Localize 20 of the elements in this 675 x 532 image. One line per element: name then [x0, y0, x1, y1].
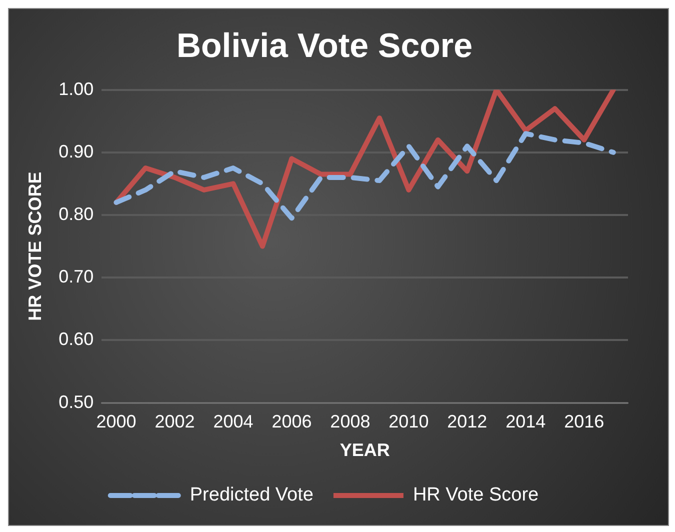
chart-title: Bolivia Vote Score [176, 26, 473, 65]
x-tick-label: 2008 [330, 412, 370, 432]
x-tick-label: 2004 [213, 412, 254, 432]
x-tick-label: 2006 [272, 412, 312, 432]
y-tick-label: 0.80 [58, 204, 94, 224]
x-tick-label: 2016 [564, 412, 604, 432]
x-tick-label: 2012 [447, 412, 488, 432]
x-tick-label: 2000 [96, 412, 136, 432]
x-tick-label: 2010 [388, 412, 429, 432]
legend-label: Predicted Vote [190, 484, 314, 506]
y-tick-label: 0.60 [58, 329, 94, 350]
y-tick-label: 1.00 [58, 78, 94, 99]
legend-label: HR Vote Score [412, 484, 539, 506]
x-axis-title: YEAR [340, 440, 390, 460]
y-tick-label: 0.50 [58, 392, 94, 412]
x-tick-label: 2002 [154, 412, 195, 432]
x-tick-label: 2014 [506, 412, 546, 432]
y-axis-title: HR VOTE SCORE [24, 172, 45, 321]
y-tick-label: 0.70 [58, 266, 94, 287]
y-tick-label: 0.90 [58, 141, 94, 162]
